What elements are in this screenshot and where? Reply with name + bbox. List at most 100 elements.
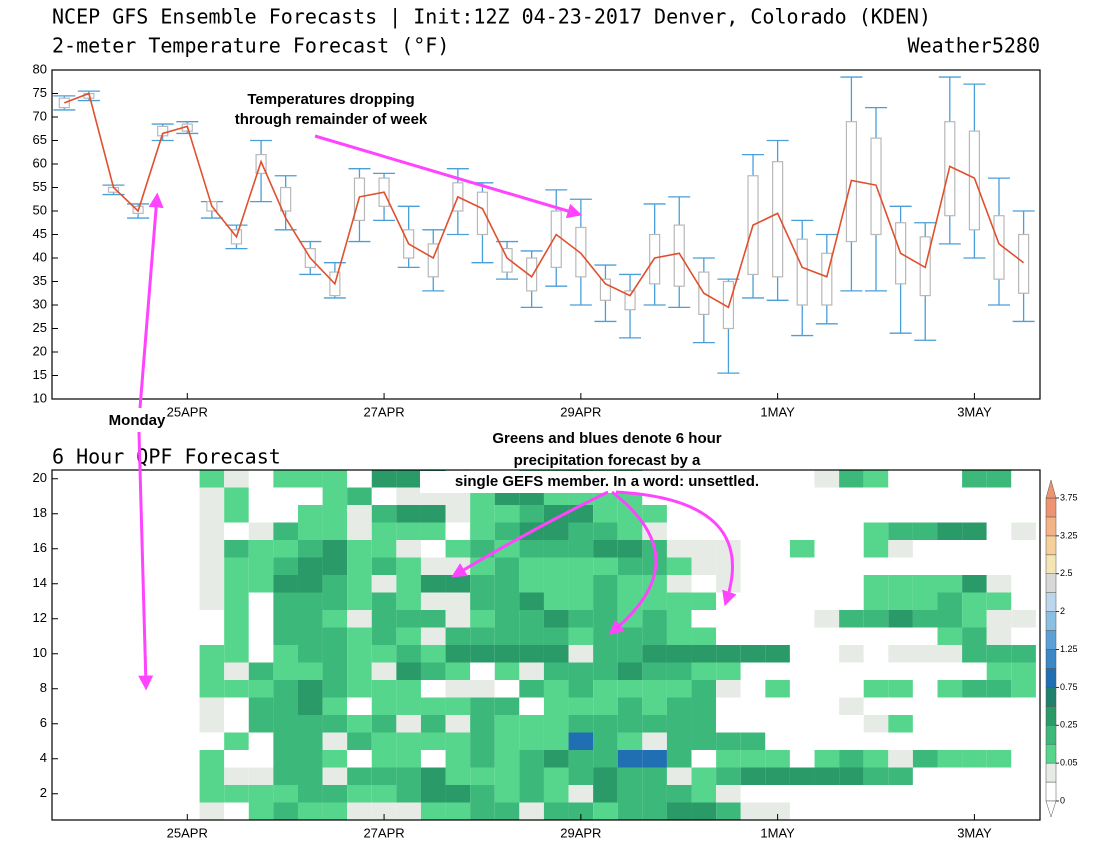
heat-cell xyxy=(962,522,987,540)
heat-cell xyxy=(765,610,790,628)
heat-cell xyxy=(297,802,323,820)
heat-cell xyxy=(888,802,913,820)
y-tick-label: 2 xyxy=(40,785,47,800)
heat-cell xyxy=(273,662,298,680)
heat-cell xyxy=(347,470,372,488)
heat-cell xyxy=(666,732,692,750)
heat-cell xyxy=(494,697,520,715)
heat-cell xyxy=(543,522,569,540)
heat-cell xyxy=(740,557,766,575)
heat-cell xyxy=(839,785,864,803)
heat-cell xyxy=(420,680,446,698)
heat-cell xyxy=(224,610,249,628)
heat-cell xyxy=(666,575,692,593)
heat-cell xyxy=(937,732,963,750)
heat-cell xyxy=(543,697,569,715)
heat-cell xyxy=(986,697,1012,715)
heat-cell xyxy=(470,592,495,610)
heat-cell xyxy=(617,767,643,785)
heat-cell xyxy=(445,627,471,645)
heat-cell xyxy=(888,610,913,628)
colorbar-segment xyxy=(1045,573,1057,593)
heat-cell xyxy=(519,557,544,575)
heat-cell xyxy=(740,645,766,663)
colorbar-tick-label: 0.75 xyxy=(1060,682,1078,692)
heat-cell xyxy=(863,540,889,558)
heat-cell xyxy=(543,505,569,523)
chart-title: 2-meter Temperature Forecast (°F) xyxy=(52,34,449,58)
heat-cell xyxy=(937,802,963,820)
heat-cell xyxy=(347,802,372,820)
heat-cell xyxy=(912,732,938,750)
heat-cell xyxy=(666,802,692,820)
heat-cell xyxy=(199,540,225,558)
heat-cell xyxy=(789,505,815,523)
whisker-high xyxy=(520,250,543,258)
heat-cell xyxy=(568,802,594,820)
heat-cell xyxy=(642,697,667,715)
chart-title: 6 Hour QPF Forecast xyxy=(52,445,281,469)
heat-cell xyxy=(224,767,249,785)
heat-cell xyxy=(642,522,667,540)
heat-cell xyxy=(962,610,987,628)
heat-cell xyxy=(937,767,963,785)
heat-cell xyxy=(617,785,643,803)
heat-cell xyxy=(912,592,938,610)
heat-cell xyxy=(912,767,938,785)
whisker-low xyxy=(914,295,937,341)
heat-cell xyxy=(839,680,864,698)
heat-cell xyxy=(199,662,225,680)
heat-cell xyxy=(740,505,766,523)
whisker-high xyxy=(397,205,420,230)
heat-cell xyxy=(937,505,963,523)
heat-cell xyxy=(642,715,667,733)
heat-cell xyxy=(839,487,864,505)
y-tick-label: 55 xyxy=(33,179,47,194)
heat-cell xyxy=(224,680,249,698)
heat-cell xyxy=(789,785,815,803)
heat-cell xyxy=(297,557,323,575)
heat-cell xyxy=(371,715,397,733)
heat-cell xyxy=(248,680,274,698)
y-tick-label: 16 xyxy=(33,540,47,555)
heat-cell xyxy=(470,645,495,663)
heat-cell xyxy=(371,557,397,575)
heat-cell xyxy=(716,557,741,575)
heat-cell xyxy=(371,785,397,803)
heat-cell xyxy=(322,470,348,488)
heat-cell xyxy=(322,785,348,803)
heat-cell xyxy=(371,505,397,523)
heat-cell xyxy=(691,540,717,558)
heat-cell xyxy=(371,802,397,820)
y-tick-label: 6 xyxy=(40,715,47,730)
heat-cell xyxy=(543,680,569,698)
heat-cell xyxy=(347,522,372,540)
colorbar-segment xyxy=(1045,743,1057,764)
heat-cell xyxy=(224,575,249,593)
heat-cell xyxy=(396,662,421,680)
whisker-low xyxy=(668,286,691,308)
heat-cell xyxy=(396,802,421,820)
heat-cell xyxy=(224,487,249,505)
whisker-low xyxy=(988,279,1010,306)
heat-cell xyxy=(912,610,938,628)
heat-cell xyxy=(543,662,569,680)
heat-cell xyxy=(593,802,618,820)
heat-cell xyxy=(396,470,421,488)
heat-cell xyxy=(593,767,618,785)
heat-cell xyxy=(986,785,1012,803)
heat-cell xyxy=(445,592,471,610)
heat-cell xyxy=(814,627,840,645)
box xyxy=(673,224,685,287)
heat-cell xyxy=(912,697,938,715)
annotation-arrow xyxy=(138,192,164,409)
heat-cell xyxy=(716,785,741,803)
heat-cell xyxy=(445,645,471,663)
heat-cell xyxy=(371,627,397,645)
heat-cell xyxy=(814,470,840,488)
heat-cell xyxy=(863,662,889,680)
heat-cell xyxy=(1011,575,1036,593)
heat-cell xyxy=(322,680,348,698)
heat-cell xyxy=(986,767,1012,785)
heat-cell xyxy=(863,750,889,768)
